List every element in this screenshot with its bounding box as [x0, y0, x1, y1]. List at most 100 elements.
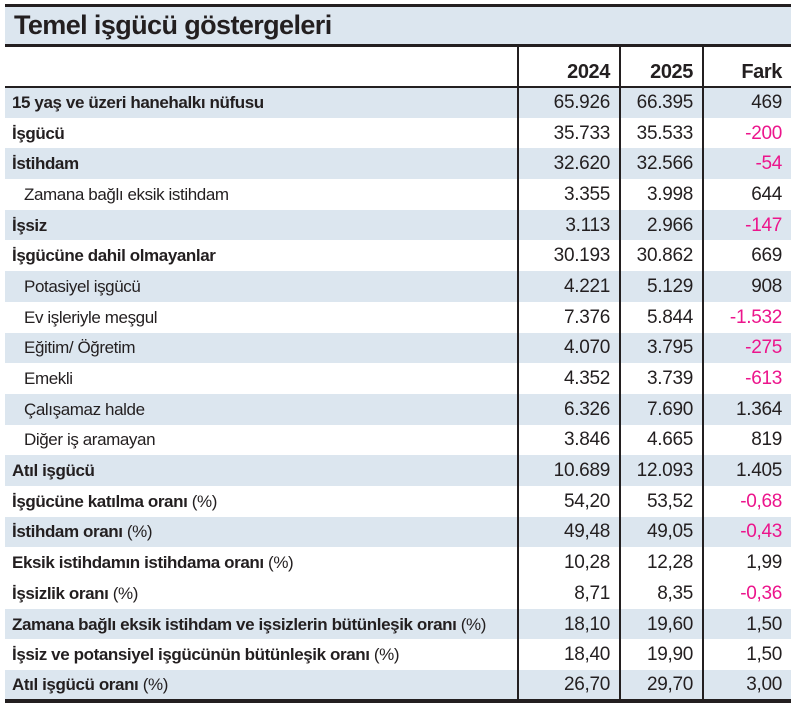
- row-label: Diğer iş aramayan: [5, 425, 518, 456]
- row-label-suffix: (%): [108, 583, 139, 603]
- row-value-2024: 4.221: [517, 271, 620, 302]
- row-label-text: Zamana bağlı eksik istihdam: [24, 184, 229, 204]
- table-row: İstihdam 32.620 32.566 -54: [5, 148, 791, 180]
- row-value-2024: 10.689: [517, 455, 620, 486]
- row-value-fark: -1.532: [702, 301, 791, 333]
- row-value-fark: -200: [702, 117, 791, 149]
- table-row: Diğer iş aramayan 3.846 4.665 819: [5, 424, 791, 456]
- row-value-fark: -275: [702, 332, 791, 364]
- table-row: Zamana bağlı eksik istihdam 3.355 3.998 …: [5, 179, 791, 210]
- row-label-suffix: (%): [369, 645, 400, 665]
- row-value-2025: 66.395: [619, 87, 703, 118]
- row-label: İşsiz ve potansiyel işgücünün bütünleşik…: [5, 639, 518, 670]
- row-label-text: Ev işleriyle meşgul: [24, 307, 158, 327]
- table-row: İşsiz ve potansiyel işgücünün bütünleşik…: [5, 639, 791, 671]
- table-row: Çalışamaz halde 6.326 7.690 1.364: [5, 393, 791, 425]
- row-value-2024: 6.326: [517, 393, 620, 425]
- row-label: Atıl işgücü oranı (%): [5, 670, 518, 701]
- table-row: Emekli 4.352 3.739 -613: [5, 363, 791, 394]
- row-label-text: Atıl işgücü oranı: [12, 674, 139, 694]
- row-value-2024: 35.733: [517, 117, 620, 149]
- table-row: Eğitim/ Öğretim 4.070 3.795 -275: [5, 332, 791, 364]
- row-value-2024: 18,10: [517, 608, 620, 640]
- row-label: İşsiz: [5, 210, 518, 241]
- row-label: Zamana bağlı eksik istihdam ve işsizleri…: [5, 609, 518, 640]
- row-label: İşgücüne katılma oranı (%): [5, 486, 518, 517]
- row-label-text: İstihdam oranı: [12, 522, 123, 542]
- row-value-2025: 2.966: [619, 209, 703, 241]
- row-value-2024: 18,40: [517, 639, 620, 671]
- row-value-fark: -54: [702, 148, 791, 180]
- row-value-2025: 35.533: [619, 117, 703, 149]
- row-label-suffix: (%): [456, 614, 487, 634]
- row-value-2024: 3.113: [517, 209, 620, 241]
- row-value-fark: 644: [702, 179, 791, 210]
- table-row: Atıl işgücü oranı (%) 26,70 29,70 3,00: [5, 670, 791, 701]
- row-value-fark: 669: [702, 240, 791, 272]
- row-value-fark: 1,50: [702, 639, 791, 671]
- row-label-text: Çalışamaz halde: [24, 399, 145, 419]
- row-value-2025: 19,60: [619, 608, 703, 640]
- table-row: 15 yaş ve üzeri hanehalkı nüfusu 65.926 …: [5, 87, 791, 118]
- row-label-text: Eksik istihdamın istihdama oranı: [12, 553, 264, 573]
- row-label-text: Diğer iş aramayan: [24, 430, 156, 450]
- row-label-text: İstihdam: [12, 154, 79, 174]
- table-title: Temel işgücü göstergeleri: [5, 4, 791, 47]
- labour-indicators-table: 2024 2025 Fark 15 yaş ve üzeri hanehalkı…: [5, 47, 791, 703]
- row-label-suffix: (%): [138, 674, 169, 694]
- row-value-2024: 65.926: [517, 87, 620, 118]
- header-row: 2024 2025 Fark: [5, 47, 791, 88]
- col-header-2025: 2025: [619, 47, 703, 88]
- row-label-suffix: (%): [263, 553, 294, 573]
- row-value-2025: 3.998: [619, 179, 703, 210]
- row-value-2024: 3.846: [517, 424, 620, 456]
- table-row: İşgücüne dahil olmayanlar 30.193 30.862 …: [5, 240, 791, 272]
- row-value-fark: -613: [702, 363, 791, 394]
- labour-indicators-sheet: Temel işgücü göstergeleri 2024 2025 Fark…: [5, 4, 791, 703]
- row-value-2024: 54,20: [517, 485, 620, 517]
- row-label: Potasiyel işgücü: [5, 271, 518, 302]
- row-value-2025: 3.739: [619, 363, 703, 394]
- table-row: İşgücü 35.733 35.533 -200: [5, 117, 791, 149]
- row-value-2024: 4.352: [517, 363, 620, 394]
- row-label-text: Emekli: [24, 369, 73, 389]
- row-label: İşgücüne dahil olmayanlar: [5, 240, 518, 271]
- row-value-2024: 10,28: [517, 547, 620, 578]
- row-value-2024: 26,70: [517, 670, 620, 701]
- row-value-2024: 32.620: [517, 148, 620, 180]
- row-label: Zamana bağlı eksik istihdam: [5, 179, 518, 210]
- table-row: İşgücüne katılma oranı (%) 54,20 53,52 -…: [5, 485, 791, 517]
- table-row: Atıl işgücü 10.689 12.093 1.405: [5, 455, 791, 486]
- row-value-fark: -0,68: [702, 485, 791, 517]
- row-value-fark: -0,36: [702, 578, 791, 609]
- row-value-2025: 49,05: [619, 516, 703, 548]
- row-label-text: Zamana bağlı eksik istihdam ve işsizleri…: [12, 614, 457, 634]
- table-row: Potasiyel işgücü 4.221 5.129 908: [5, 271, 791, 302]
- row-value-fark: 469: [702, 87, 791, 118]
- row-value-2025: 3.795: [619, 332, 703, 364]
- row-label-text: Eğitim/ Öğretim: [24, 338, 136, 358]
- row-value-fark: 1,50: [702, 608, 791, 640]
- row-value-2024: 3.355: [517, 179, 620, 210]
- row-label-text: 15 yaş ve üzeri hanehalkı nüfusu: [12, 93, 264, 113]
- row-label-suffix: (%): [122, 522, 153, 542]
- row-value-2024: 49,48: [517, 516, 620, 548]
- row-label: Emekli: [5, 363, 518, 394]
- row-label-text: İşsizlik oranı: [12, 583, 109, 603]
- row-label-text: İşgücüne katılma oranı: [12, 491, 188, 511]
- row-value-2025: 32.566: [619, 148, 703, 180]
- row-label: Eğitim/ Öğretim: [5, 333, 518, 364]
- row-value-fark: 1.364: [702, 393, 791, 425]
- row-value-2024: 4.070: [517, 332, 620, 364]
- table-row: Zamana bağlı eksik istihdam ve işsizleri…: [5, 608, 791, 640]
- row-value-2025: 7.690: [619, 393, 703, 425]
- row-label: Çalışamaz halde: [5, 394, 518, 425]
- row-label: 15 yaş ve üzeri hanehalkı nüfusu: [5, 87, 518, 118]
- row-value-2024: 8,71: [517, 578, 620, 609]
- table-row: Ev işleriyle meşgul 7.376 5.844 -1.532: [5, 301, 791, 333]
- col-header-2024: 2024: [517, 47, 620, 88]
- row-label-suffix: (%): [187, 491, 218, 511]
- row-label: İstihdam oranı (%): [5, 517, 518, 548]
- row-value-fark: 908: [702, 271, 791, 302]
- row-value-fark: -0,43: [702, 516, 791, 548]
